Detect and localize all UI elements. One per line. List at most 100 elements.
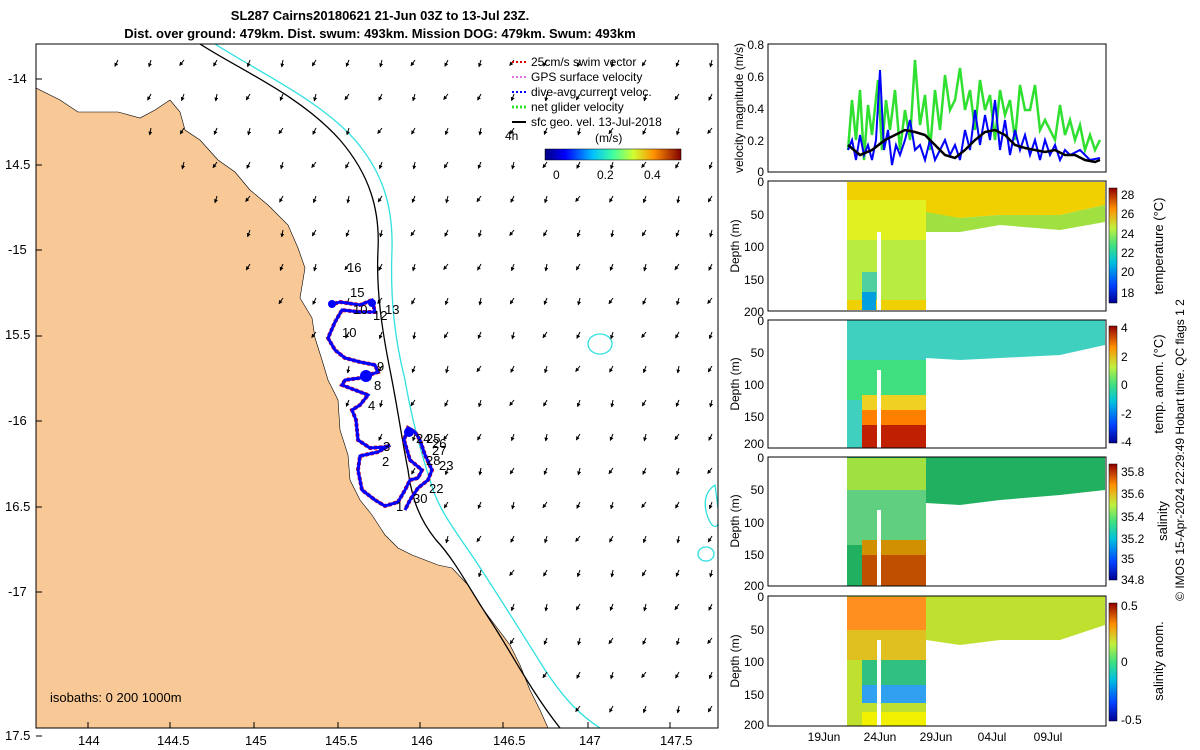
velocity-arrow [544, 93, 549, 102]
velocity-arrow [444, 399, 449, 407]
colorbar-units: (m/s) [595, 131, 622, 145]
day-label: 10 [353, 302, 367, 317]
velocity-arrow [478, 229, 482, 238]
day-label: 15 [350, 285, 364, 300]
velocity-arrow [444, 229, 449, 237]
velocity-arrow [344, 93, 350, 101]
velocity-arrow [577, 467, 582, 476]
day-label: 10 [342, 325, 356, 340]
velocity-arrow [379, 59, 384, 68]
velocity-arrow [443, 263, 449, 271]
velocity-arrow [148, 59, 152, 68]
velocity-arrow [379, 399, 384, 408]
velocity-arrow [114, 59, 119, 67]
velocity-arrow [509, 297, 515, 305]
velocity-arrow [411, 297, 416, 305]
velocity-arrow [280, 161, 284, 170]
velocity-arrow [345, 229, 350, 238]
velocity-arrow [443, 161, 449, 169]
velocity-arrow [477, 263, 482, 271]
velocity-arrow [575, 195, 581, 203]
velocity-arrow [411, 365, 416, 374]
velocity-arrow [378, 263, 383, 271]
map-y-tick: -14 [8, 71, 27, 86]
velocity-arrow [377, 297, 383, 305]
velocity-arrow [214, 195, 218, 204]
velocity-arrow [478, 59, 482, 68]
velocity-arrow [709, 569, 714, 578]
velocity-arrow [576, 59, 581, 68]
legend-4h-label: 4h [505, 129, 518, 143]
velocity-arrow [509, 467, 515, 475]
velocity-arrow [642, 535, 647, 544]
velocity-arrow [477, 501, 482, 510]
velocity-arrow [542, 161, 548, 169]
velocity-arrow [708, 603, 713, 611]
velocity-arrow [478, 569, 482, 578]
velocity-arrow [544, 433, 549, 442]
velocity-arrow [509, 399, 515, 407]
day-label: 12 [373, 308, 387, 323]
velocity-arrow [641, 501, 647, 509]
speed-colorbar [544, 148, 682, 161]
velocity-arrow [445, 535, 450, 544]
velocity-arrow [311, 59, 317, 67]
map-x-tick: 145.5 [325, 733, 358, 748]
plot-subtitle: Dist. over ground: 479km. Dist. swum: 49… [124, 26, 636, 41]
velocity-arrow [610, 161, 614, 170]
velocity-arrow [608, 127, 614, 135]
velocity-arrow [278, 297, 284, 305]
velocity-arrow [509, 59, 515, 67]
velocity-arrow [378, 161, 383, 170]
velocity-arrow [346, 195, 351, 204]
velocity-arrow [510, 433, 515, 442]
velocity-arrow [676, 467, 680, 476]
velocity-arrow [377, 195, 383, 203]
day-label: 9 [377, 359, 384, 374]
legend-label-current: dive-avg current veloc. [531, 85, 652, 99]
velocity-arrow [543, 59, 548, 67]
velocity-arrow [610, 331, 614, 340]
velocity-arrow [609, 263, 614, 272]
velocity-arrow [345, 331, 350, 339]
velocity-arrow [674, 433, 680, 441]
velocity-arrow [674, 263, 680, 271]
velocity-arrow [576, 671, 581, 679]
track-marker [328, 300, 336, 308]
isobath-200m [199, 44, 561, 728]
velocity-arrow [707, 467, 713, 475]
map-x-tick: 146.5 [493, 733, 526, 748]
velocity-arrow [510, 93, 515, 102]
velocity-arrow [609, 705, 614, 713]
velocity-arrow [313, 93, 318, 102]
velocity-arrow [379, 229, 384, 238]
velocity-arrow [576, 569, 581, 578]
map-y-tick: -17 [8, 584, 27, 599]
velocity-arrow [509, 127, 515, 135]
velocity-arrow [378, 433, 383, 441]
velocity-arrow [509, 569, 515, 577]
velocity-arrow [674, 93, 680, 101]
velocity-arrow [543, 229, 548, 237]
day-label: 16 [347, 260, 361, 275]
velocity-arrow [609, 603, 614, 612]
velocity-arrow [676, 297, 680, 306]
velocity-arrow [280, 59, 285, 68]
velocity-arrow [709, 229, 714, 238]
velocity-arrow [444, 467, 449, 476]
map-x-tick: 144.5 [157, 733, 190, 748]
velocity-arrow [675, 59, 680, 68]
velocity-arrow [510, 603, 515, 612]
velocity-arrow [344, 263, 350, 271]
velocity-arrow [543, 127, 548, 136]
velocity-arrow [378, 93, 383, 101]
land-mass [36, 44, 549, 728]
isobath-1000m [214, 44, 601, 728]
velocity-arrow [641, 569, 647, 577]
legend-label-net: net glider velocity [531, 100, 624, 114]
velocity-arrow [708, 433, 713, 441]
day-label: 8 [374, 378, 381, 393]
velocity-arrow [608, 467, 614, 475]
velocity-arrow [444, 59, 449, 67]
velocity-arrow [707, 127, 713, 135]
